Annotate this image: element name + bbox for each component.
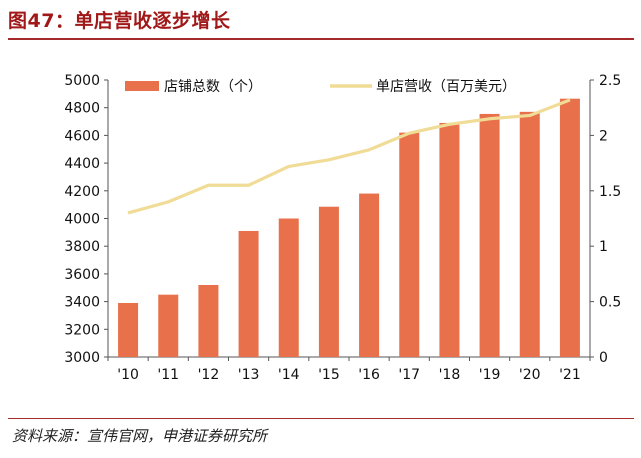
bar [479,113,500,358]
right-tick-label: 0.5 [599,295,621,311]
x-tick-label: '21 [559,367,581,383]
line-point [248,184,250,186]
line-point [448,123,450,125]
legend: 店铺总数（个） 单店营收（百万美元） [125,79,516,95]
line-point [489,118,491,120]
line-point [328,159,330,161]
right-axis-ticks: 0 0.5 1 1.5 2 2.5 [599,73,621,366]
x-tick-label: '15 [318,367,340,383]
right-tick-label: 2 [599,128,608,144]
left-tick-label: 3600 [64,267,100,283]
bar [118,302,139,357]
left-tick-label: 3400 [64,295,100,311]
bar [198,284,219,357]
bar [439,122,460,357]
line-path [127,98,571,215]
left-tick-label: 4800 [64,101,100,117]
chart-axes [104,79,594,361]
x-axis-ticks: '10 '11 '12 '13 '14 '15 '16 '17 '18 '19 '20 '21 [117,367,581,383]
left-tick-label: 4000 [64,212,100,228]
bar [158,294,179,357]
x-tick-label: '17 [398,367,420,383]
x-tick-label: '13 [238,367,260,383]
line-point [207,184,209,186]
right-tick-label: 0 [599,350,608,366]
footer-divider [8,418,634,419]
left-axis-ticks: 3000 3200 3400 3600 3800 4000 4200 4400 4600 4800… [64,73,100,366]
line-point [288,165,290,167]
left-tick-label: 5000 [64,73,100,89]
legend-bar-swatch [125,81,159,91]
legend-bar-label: 店铺总数（个） [164,79,262,95]
source-note: 资料来源：宣伟官网，申港证券研究所 [12,427,268,445]
legend-line-label: 单店营收（百万美元） [376,79,516,95]
title-divider [8,38,634,40]
right-tick-label: 2.5 [599,73,621,89]
line-point [368,149,370,151]
bar-series [118,98,580,358]
line-point [127,212,129,214]
x-tick-label: '19 [479,367,501,383]
left-tick-label: 3800 [64,239,100,255]
bar [399,132,420,357]
page-title: 图47：单店营收逐步增长 [8,10,231,32]
line-point [167,201,169,203]
left-tick-label: 4600 [64,128,100,144]
left-tick-label: 3200 [64,322,100,338]
bar [238,230,259,357]
x-tick-label: '11 [157,367,179,383]
line-point [569,99,571,101]
x-tick-label: '10 [117,367,139,383]
bar [359,193,380,357]
line-point [408,132,410,134]
bar [559,98,580,357]
bar [519,111,540,357]
left-tick-label: 4400 [64,156,100,172]
x-tick-label: '16 [358,367,380,383]
x-tick-label: '20 [519,367,541,383]
right-tick-label: 1 [599,239,608,255]
line-point [529,114,531,116]
chart: 3000 3200 3400 3600 3800 4000 4200 4400 4600 4800… [64,73,621,383]
x-tick-label: '12 [198,367,220,383]
x-tick-label: '14 [278,367,300,383]
bar [278,218,299,357]
line-series [127,98,571,215]
left-tick-label: 3000 [64,350,100,366]
left-tick-label: 4200 [64,184,100,200]
x-tick-label: '18 [439,367,461,383]
bar [318,206,339,357]
right-tick-label: 1.5 [599,184,621,200]
